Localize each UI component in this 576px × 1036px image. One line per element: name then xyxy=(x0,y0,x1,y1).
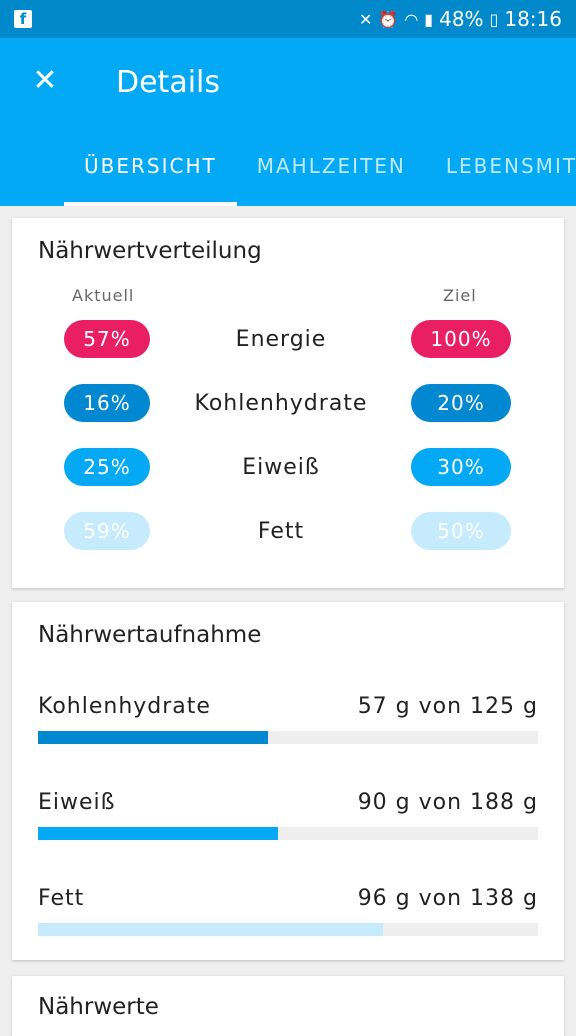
goal-pill: 100% xyxy=(411,320,511,358)
current-pill: 57% xyxy=(64,320,150,358)
current-pill: 16% xyxy=(64,384,150,422)
nutrient-distribution-card: Nährwertverteilung Aktuell Ziel 57% Ener… xyxy=(12,218,564,588)
intake-label: Eiweiß xyxy=(38,790,116,815)
row-label: Eiweiß xyxy=(242,455,320,480)
status-bar: f ✕ ⏰ ◠ ▮ 48% ▯ 18:16 xyxy=(0,0,576,38)
intake-value: 57 g von 125 g xyxy=(357,694,538,719)
mute-icon: ✕ xyxy=(358,9,373,29)
intake-value: 96 g von 138 g xyxy=(357,886,538,911)
nutrients-card: Nährwerte xyxy=(12,976,564,1036)
row-label: Fett xyxy=(257,519,305,544)
distribution-row-protein: 25% Eiweiß 30% xyxy=(12,448,564,488)
row-label: Kohlenhydrate xyxy=(194,391,368,416)
goal-pill: 30% xyxy=(411,448,511,486)
tab-overview[interactable]: ÜBERSICHT xyxy=(64,126,237,206)
progress-fill xyxy=(38,731,268,744)
intake-item-protein: Eiweiß 90 g von 188 g xyxy=(38,790,538,840)
progress-track xyxy=(38,923,538,936)
nutrient-intake-card: Nährwertaufnahme Kohlenhydrate 57 g von … xyxy=(12,602,564,960)
status-icons: ✕ ⏰ ◠ ▮ 48% ▯ 18:16 xyxy=(359,7,562,31)
tab-meals[interactable]: MAHLZEITEN xyxy=(256,154,406,178)
wifi-icon: ◠ xyxy=(404,9,419,29)
intake-item-carbs: Kohlenhydrate 57 g von 125 g xyxy=(38,694,538,744)
row-label: Energie xyxy=(235,327,327,352)
intake-label: Kohlenhydrate xyxy=(38,694,211,719)
card-title: Nährwertaufnahme xyxy=(38,622,262,648)
tab-foods[interactable]: LEBENSMIT xyxy=(445,154,576,178)
alarm-icon: ⏰ xyxy=(378,9,399,29)
distribution-row-energy: 57% Energie 100% xyxy=(12,320,564,360)
goal-column-header: Ziel xyxy=(443,286,477,305)
distribution-row-carbs: 16% Kohlenhydrate 20% xyxy=(12,384,564,424)
intake-value: 90 g von 188 g xyxy=(357,790,538,815)
close-icon[interactable]: ✕ xyxy=(32,63,58,98)
current-pill: 59% xyxy=(64,512,150,550)
battery-percent: 48% xyxy=(439,7,484,31)
clock: 18:16 xyxy=(504,7,562,31)
tab-bar: ÜBERSICHT MAHLZEITEN LEBENSMIT xyxy=(0,126,576,206)
current-pill: 25% xyxy=(64,448,150,486)
distribution-row-fat: 59% Fett 50% xyxy=(12,512,564,552)
facebook-notification-icon: f xyxy=(14,10,32,28)
card-title: Nährwertverteilung xyxy=(38,238,262,264)
current-column-header: Aktuell xyxy=(72,286,135,305)
page-title: Details xyxy=(116,65,221,100)
goal-pill: 20% xyxy=(411,384,511,422)
signal-icon: ▮ xyxy=(424,9,434,29)
intake-item-fat: Fett 96 g von 138 g xyxy=(38,886,538,936)
progress-track xyxy=(38,731,538,744)
intake-label: Fett xyxy=(38,886,85,911)
battery-icon: ▯ xyxy=(489,9,499,29)
card-title: Nährwerte xyxy=(38,994,159,1020)
progress-track xyxy=(38,827,538,840)
app-bar: ✕ Details ÜBERSICHT MAHLZEITEN LEBENSMIT xyxy=(0,38,576,206)
progress-fill xyxy=(38,827,278,840)
goal-pill: 50% xyxy=(411,512,511,550)
progress-fill xyxy=(38,923,383,936)
